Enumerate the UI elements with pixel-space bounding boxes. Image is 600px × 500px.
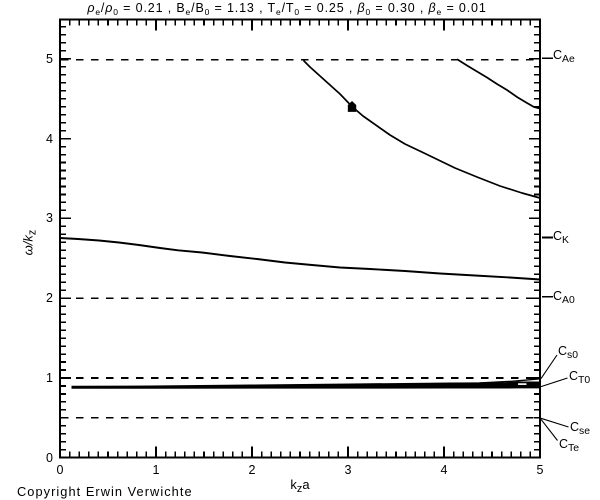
selected-mode-marker — [347, 101, 357, 112]
x-axis-title: kza — [270, 477, 330, 495]
label-pointer-se — [540, 417, 569, 428]
slow-band-gap — [518, 383, 527, 385]
x-tick-label-1: 1 — [152, 463, 160, 477]
x-axis-title-main: k — [290, 477, 297, 492]
phase-speed-label-Te: CTe — [559, 437, 580, 454]
phase-speed-label-se: Cse — [570, 419, 591, 437]
phase-speed-label-A0: CA0 — [553, 289, 575, 306]
y-tick-label-2: 2 — [46, 291, 53, 306]
x-tick-label-4: 4 — [440, 463, 448, 477]
y-axis-title-sub: z — [26, 229, 39, 236]
x-tick-label-3: 3 — [344, 463, 352, 477]
curve-fast-kink-fundamental — [59, 237, 541, 281]
x-tick-label-2: 2 — [248, 463, 256, 477]
y-axis-title: ω/kz — [20, 222, 42, 262]
x-tick-label-5: 5 — [536, 463, 544, 477]
phase-speed-label-K: CK — [553, 229, 569, 246]
curve-slow-fundamental-near-cs0 — [479, 378, 541, 384]
slow-body-mode-band — [71, 381, 541, 389]
y-tick-label-0: 0 — [46, 450, 53, 465]
y-tick-label-4: 4 — [46, 131, 53, 146]
x-axis-title-tail: a — [302, 477, 310, 492]
y-tick-label-5: 5 — [46, 51, 53, 66]
y-tick-label-3: 3 — [46, 211, 53, 226]
plot-frame — [59, 18, 541, 459]
label-pointer-Te — [540, 418, 558, 441]
phase-speed-label-s0: Cs0 — [558, 344, 579, 361]
copyright-text: Copyright Erwin Verwichte — [17, 484, 193, 499]
x-tick-label-0: 0 — [56, 463, 64, 477]
phase-speed-label-T0: CT0 — [569, 369, 591, 386]
label-pointer-s0 — [540, 354, 558, 379]
x-axis-title-sub: z — [296, 483, 303, 495]
y-axis-title-main: ω/k — [20, 235, 36, 256]
y-tick-label-1: 1 — [46, 371, 53, 385]
plot-title: ρe/ρ0 = 0.21 , Be/B0 = 1.13 , Te/T0 = 0.… — [87, 1, 487, 17]
curve-fast-overtone-1 — [303, 60, 541, 199]
phase-speed-label-Ae: CAe — [553, 48, 575, 65]
label-pointer-T0 — [540, 377, 568, 388]
curve-fast-overtone-2 — [456, 58, 541, 110]
